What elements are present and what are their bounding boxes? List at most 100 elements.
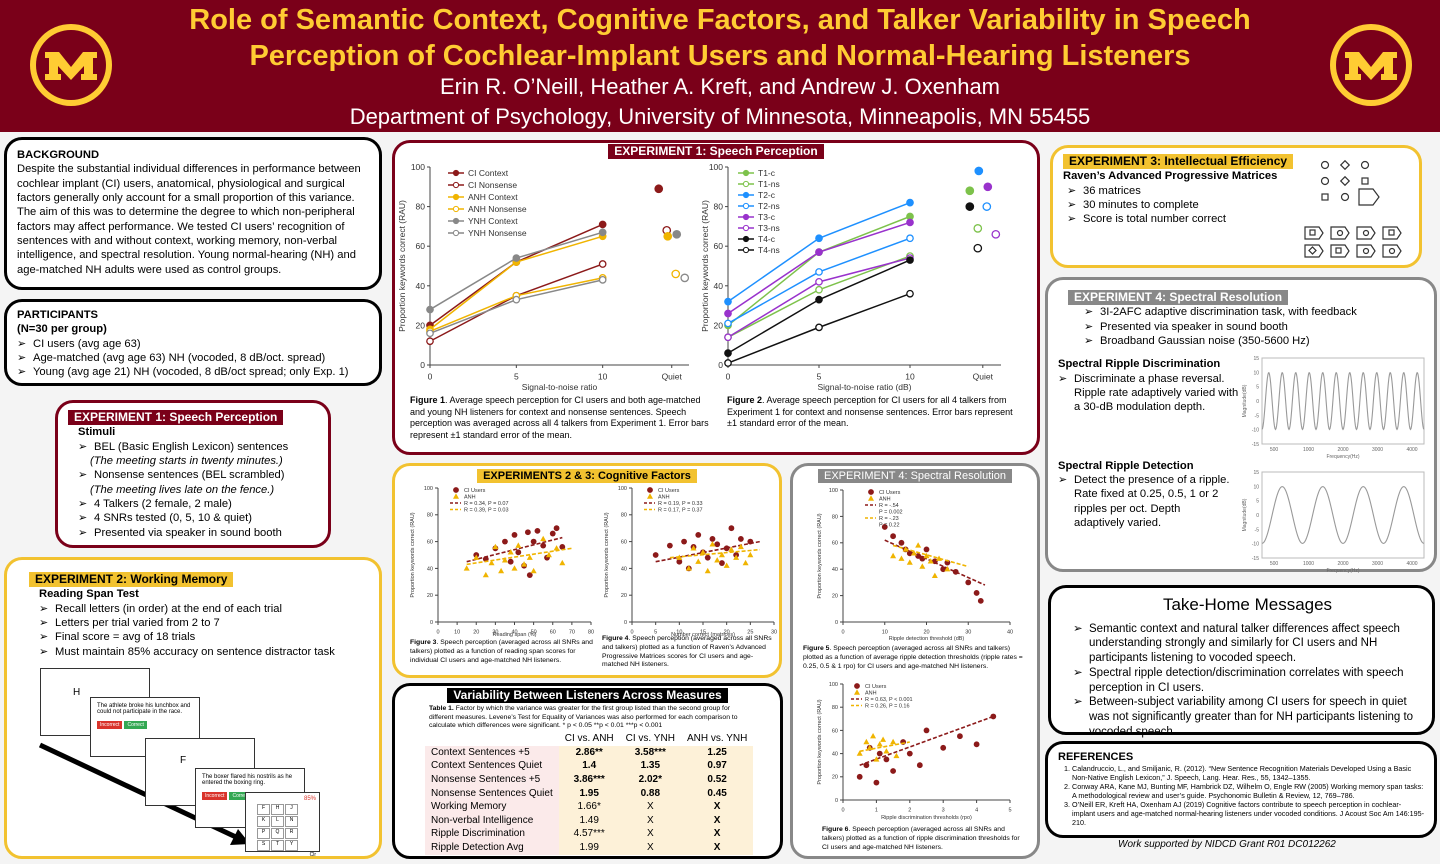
legend-marker (868, 495, 874, 501)
header-cell: CI vs. YNH (625, 733, 675, 745)
x-tick-label: Quiet (662, 372, 683, 382)
list-item: BEL (Basic English Lexicon) sentences (78, 440, 318, 455)
y-axis-label: Proportion keywords correct (RAU) (397, 200, 407, 332)
legend-label: YNH Context (468, 216, 518, 226)
point (526, 572, 533, 578)
reference: Conway ARA, Kane MJ, Bunting MF, Hambric… (1072, 782, 1424, 800)
x-tick-label: 4000 (1406, 561, 1417, 567)
row-label: Nonsense Sentences +5 (425, 773, 559, 788)
x-tick-label: 30 (771, 630, 777, 636)
row-label: Ripple Detection Avg (425, 841, 559, 856)
quiet-point (965, 202, 975, 211)
sentence: The boxer flared his nostrils as he ente… (202, 774, 293, 786)
key: N (285, 816, 298, 827)
list-item: 4 SNRs tested (0, 5, 10 & quiet) (78, 511, 318, 526)
point (915, 542, 922, 548)
cell: X (619, 800, 681, 815)
point (747, 551, 754, 558)
y-tick-label: 0 (1256, 513, 1259, 519)
x-tick-label: 80 (588, 630, 594, 636)
point (681, 538, 687, 545)
table: CI vs. ANH CI vs. YNH ANH vs. YNH Context S… (425, 732, 754, 856)
heading: Variability Between Listeners Across Mea… (447, 688, 728, 704)
reference: Calandruccio, L., and Smiljanic, R. (201… (1072, 764, 1424, 782)
experiment4-box: EXPERIMENT 4: Spectral Resolution 3I-2AF… (1045, 277, 1437, 572)
references-box: REFERENCES Calandruccio, L., and Smiljan… (1045, 741, 1437, 838)
row: Nonsense Sentences Quiet 1.95 0.88 0.45 (425, 787, 754, 801)
legend-label: R = 0.26, P = 0.16 (865, 703, 910, 709)
point (815, 323, 823, 332)
button: Correct (229, 792, 252, 800)
x-tick-label: 1000 (1303, 561, 1314, 567)
heading: BACKGROUND (17, 149, 100, 161)
point (549, 530, 556, 537)
list-item: 4 Talkers (2 female, 2 male) (78, 497, 318, 512)
legend-label: ANH (658, 494, 670, 500)
key: K (257, 816, 270, 827)
point (426, 305, 434, 314)
x-tick-label: 0 (436, 630, 439, 636)
quiet-point (672, 229, 682, 239)
point (728, 546, 735, 552)
point (700, 549, 706, 555)
y-tick-label: 60 (832, 541, 838, 547)
cell: X (680, 841, 754, 856)
legend-label: T1-c (758, 168, 776, 178)
caption: Figure 6. Speech perception (averaged ac… (822, 826, 1028, 852)
point (704, 567, 711, 574)
legend-marker (452, 229, 460, 237)
key: H (271, 804, 284, 815)
point (723, 562, 730, 568)
point (714, 557, 721, 563)
point (515, 549, 522, 556)
quiet-point (973, 224, 983, 233)
reference: O’Neill ER, Kreft HA, Oxenham AJ (2019) … (1072, 800, 1424, 827)
cell: 1.95 (558, 787, 620, 801)
y-tick-label: 60 (621, 540, 627, 546)
legend-label: T4-ns (758, 245, 780, 255)
x-tick-label: 500 (1270, 561, 1279, 567)
y-tick-label: 40 (427, 566, 433, 572)
cell: 1.99 (558, 841, 620, 856)
row: Ripple Discrimination 4.57*** X X (425, 827, 754, 842)
sentence: The athlete broke his lunchbox and could… (97, 703, 191, 715)
row-label: Ripple Discrimination (425, 827, 559, 842)
point (815, 248, 823, 256)
point (540, 535, 547, 542)
list-item: Nonsense sentences (BEL scrambled) (78, 468, 318, 483)
point (883, 756, 890, 763)
list-item: Between-subject variability among CI use… (1073, 695, 1422, 739)
point (426, 329, 434, 338)
legend-marker (452, 181, 460, 189)
take-home-box: Take-Home Messages Semantic context and … (1048, 585, 1435, 738)
point (815, 268, 823, 276)
y-tick-label: -5 (1255, 527, 1260, 533)
point (873, 756, 880, 762)
x-tick-label: 0 (841, 808, 844, 814)
legend-label: P = 0.22 (879, 522, 900, 528)
y-tick-label: 40 (832, 567, 838, 573)
caption-label: Figure 4 (602, 635, 629, 642)
x-tick-label: 10 (905, 372, 915, 382)
y-axis-label: Proportion keywords correct (RAU) (604, 512, 610, 597)
point (709, 536, 716, 542)
point (512, 295, 521, 304)
quiet-point (663, 231, 673, 241)
legend-label: CI Users (464, 488, 486, 494)
trend-line (859, 715, 994, 766)
x-tick-label: 4000 (1406, 447, 1417, 453)
legend-marker (742, 224, 750, 232)
paragraph: Despite the substantial individual diffe… (17, 163, 361, 276)
experiment1-box: EXPERIMENT 1: Speech Perception Stimuli … (55, 400, 331, 548)
list-item: Semantic context and natural talker diff… (1073, 622, 1422, 666)
x-tick-label: Quiet (973, 372, 994, 382)
legend-label: R = -.23 (879, 516, 899, 522)
cell: X (680, 800, 754, 815)
x-tick-label: 0 (726, 372, 731, 382)
cell: 1.35 (619, 760, 681, 774)
x-tick-label: 30 (965, 630, 971, 636)
legend-marker (647, 493, 653, 499)
cognitive-figures-box: EXPERIMENTS 2 & 3: Cognitive Factors (392, 463, 782, 678)
legend-marker (742, 191, 750, 199)
y-tick-label: 100 (709, 162, 723, 172)
